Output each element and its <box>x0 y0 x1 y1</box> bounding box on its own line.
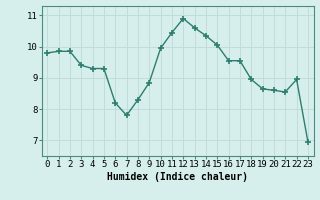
X-axis label: Humidex (Indice chaleur): Humidex (Indice chaleur) <box>107 172 248 182</box>
